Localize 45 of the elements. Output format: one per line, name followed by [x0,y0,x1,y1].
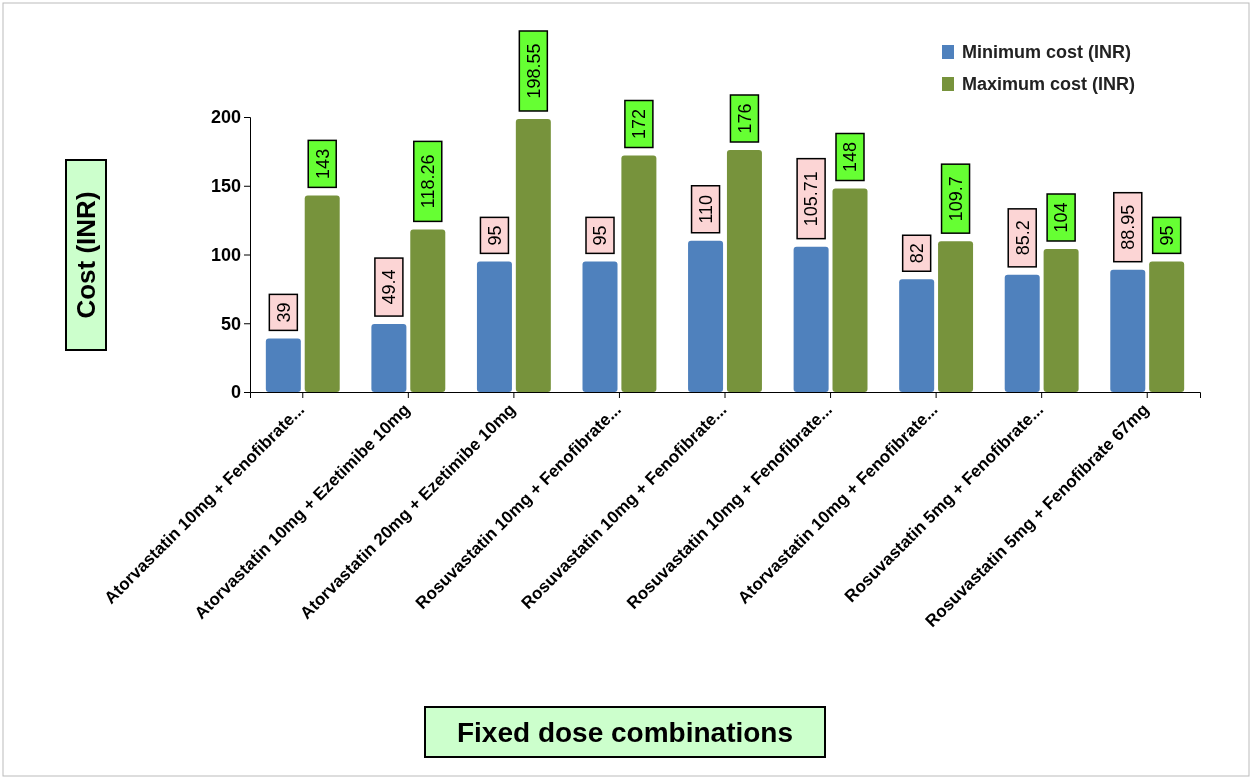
bar [899,279,935,392]
y-tick-label: 0 [230,382,241,403]
bar [265,338,301,392]
bar [515,118,551,392]
legend-label: Minimum cost (INR) [962,42,1131,63]
data-label: 110 [695,194,716,224]
data-label: 105.71 [801,171,822,227]
data-label: 85.2 [1012,220,1033,256]
bar [1149,261,1185,392]
data-label: 88.95 [1118,204,1139,250]
data-label: 172 [629,108,650,140]
data-label: 198.55 [523,43,544,99]
bar [832,188,868,392]
bar [410,229,446,392]
x-axis-title: Fixed dose combinations [456,716,794,748]
y-tick-label: 50 [220,313,241,334]
bar [582,261,618,392]
bar [938,241,974,392]
data-label: 176 [734,103,755,134]
data-label: 39 [273,302,294,323]
bar [726,150,762,392]
data-label: 82 [906,243,927,264]
data-label: 49.4 [379,269,400,305]
bar [304,195,340,392]
data-label: 143 [312,148,333,179]
data-label: 148 [840,141,861,173]
y-tick-label: 100 [210,244,241,265]
data-label: 95 [484,225,505,246]
bar [621,155,657,392]
data-label: 109.7 [945,176,966,222]
bar [371,324,407,392]
bar [1043,249,1079,392]
bar [688,240,724,392]
y-tick-label: 200 [210,107,241,128]
data-label: 118.26 [418,154,439,209]
y-tick-label: 150 [210,176,241,197]
data-label: 104 [1051,202,1072,233]
bar [1004,274,1040,392]
legend-label: Maximum cost (INR) [962,74,1136,95]
y-axis-title: Cost (INR) [71,191,102,319]
bar [1110,269,1146,392]
data-label: 95 [590,225,611,246]
bar [793,246,829,392]
bar [476,261,512,392]
data-label: 95 [1156,225,1177,246]
